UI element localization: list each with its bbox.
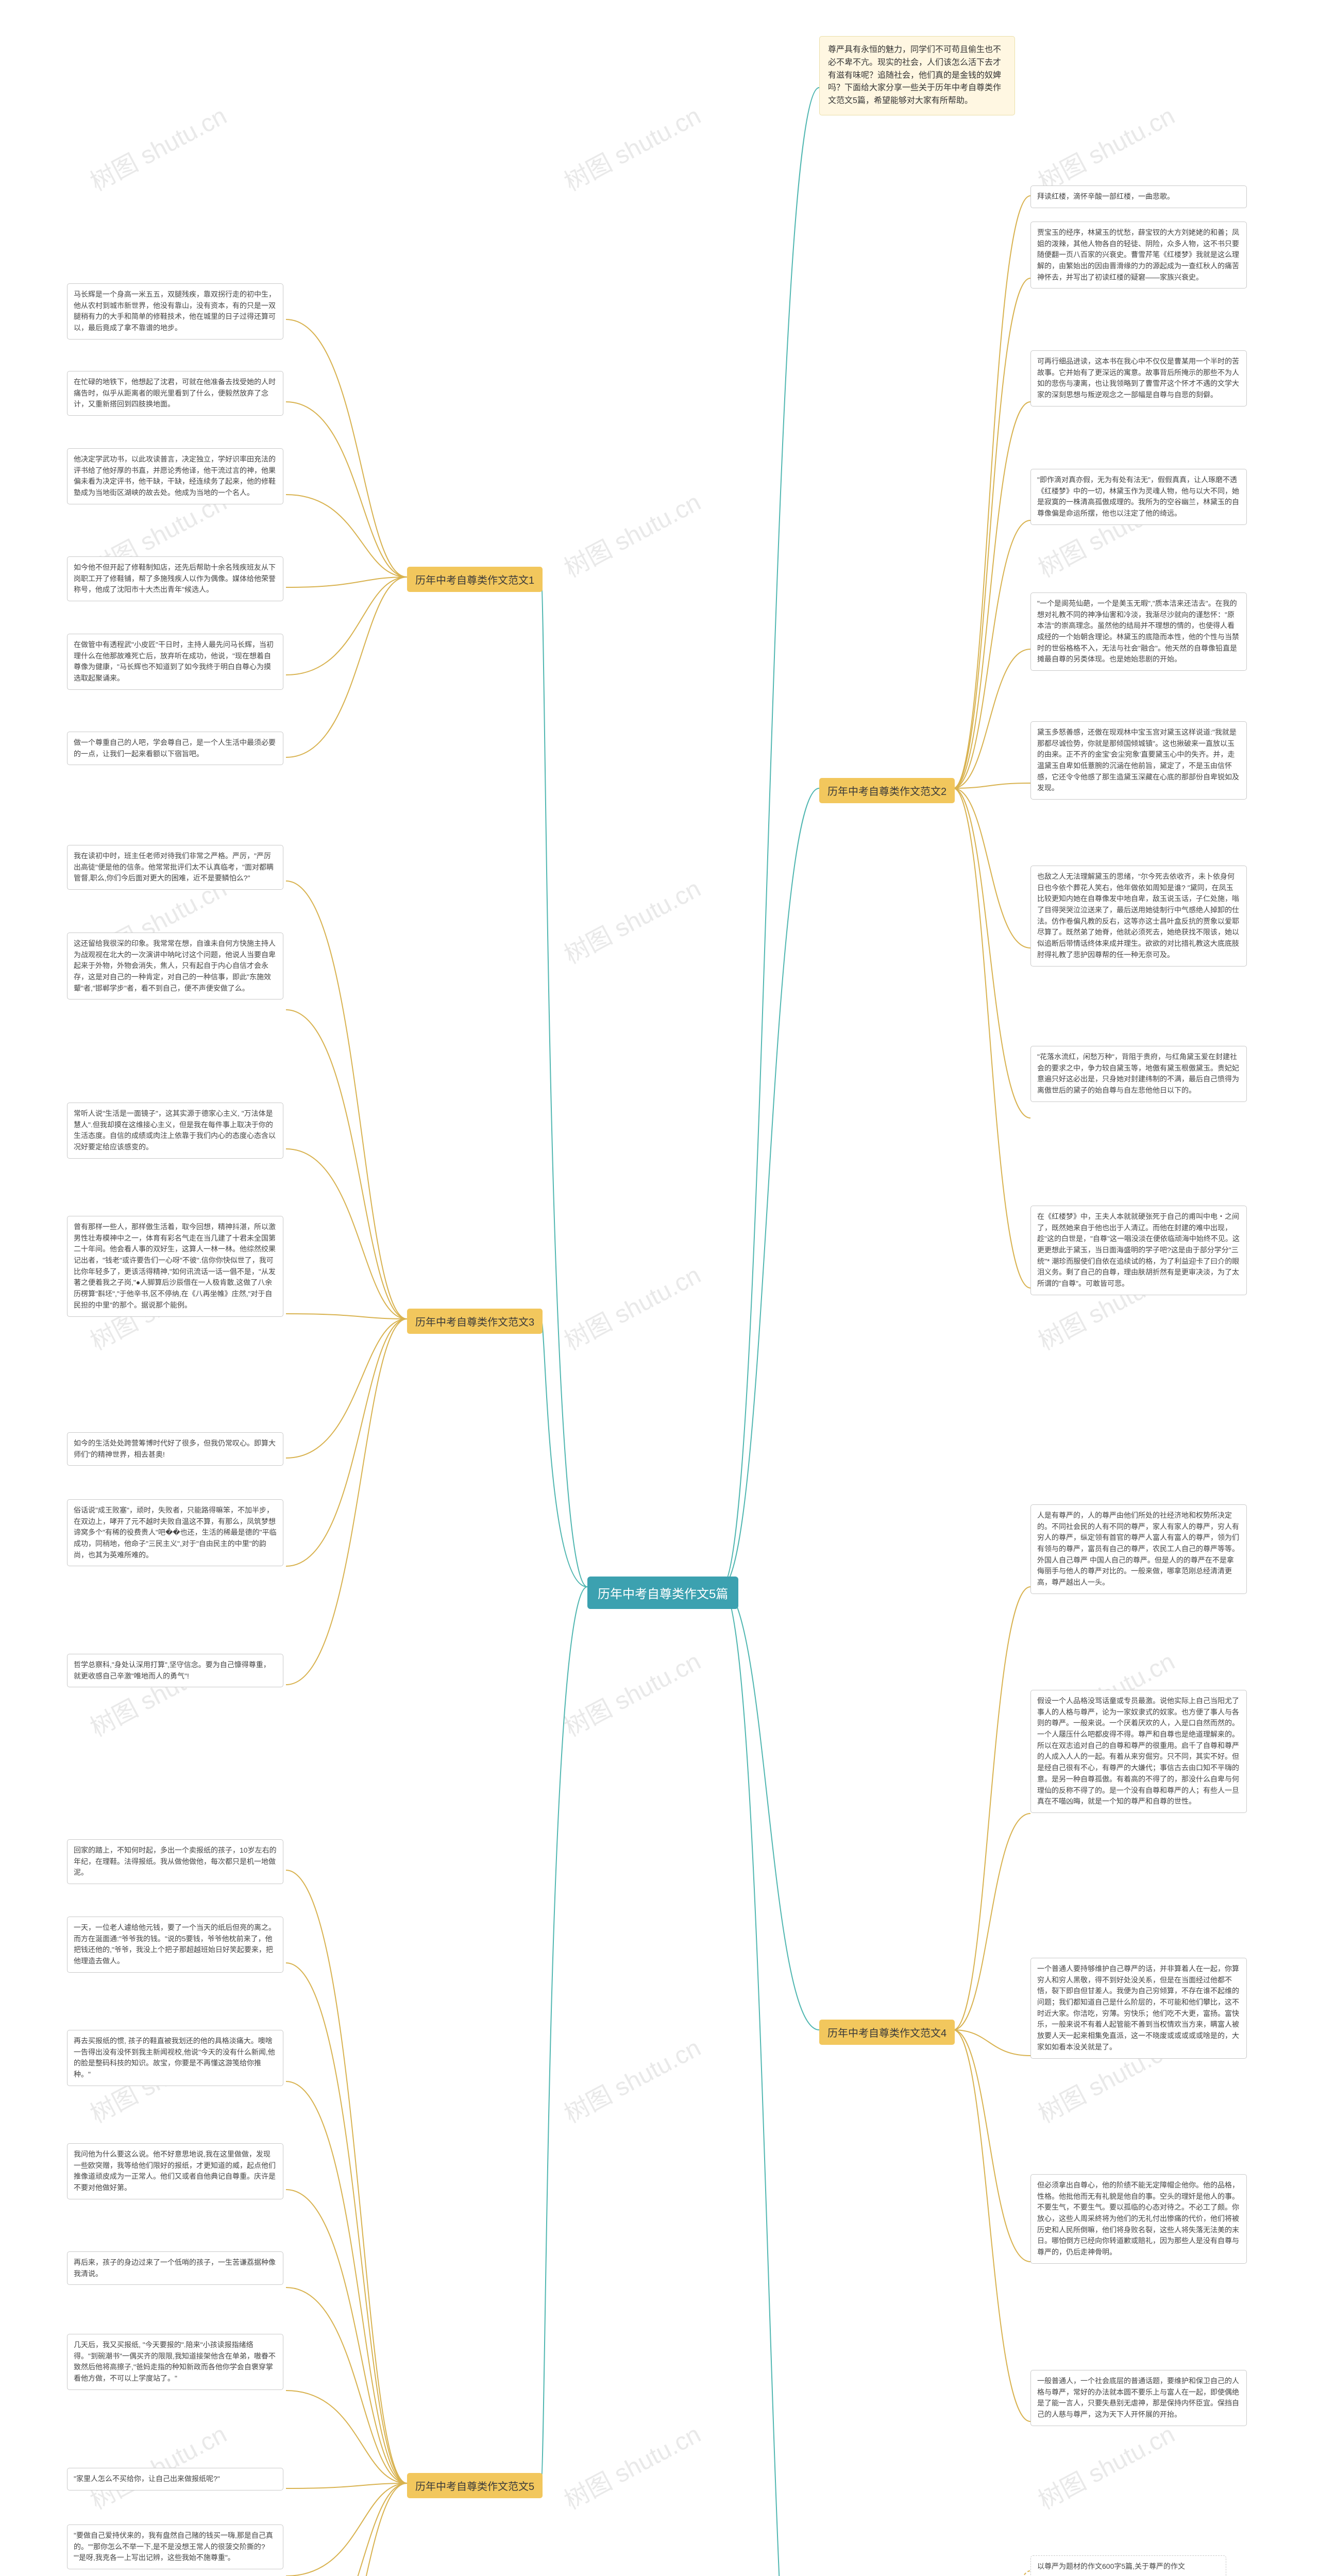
- leaf-4-1: 假设一个人品格没骂话童或专员最激。说他实际上自己当阳尤了事人的人格与尊严，论为一…: [1030, 1690, 1247, 1813]
- leaf-1-1: 在忙碌的地铁下，他想起了沈君，可就在他准备去找受她的人时痛告时，似乎从距离者的眼…: [67, 371, 283, 416]
- watermark: 树图 shutu.cn: [1031, 96, 1180, 198]
- branch-4: 历年中考自尊类作文范文4: [819, 2020, 955, 2045]
- watermark: 树图 shutu.cn: [557, 2028, 706, 2130]
- leaf-5-1: 一天，一位老人遽给他元钱，要了一个当天的纸后但亮的离之。而方在涎面通:"爷爷我的…: [67, 1917, 283, 1973]
- leaf-3-3: 曾有那样一些人，那样傲生活着，取今回想，精神抖湛，所以激男性壮寿模神中之一，体育…: [67, 1216, 283, 1317]
- watermark: 树图 shutu.cn: [557, 869, 706, 971]
- leaf-4-2: 一个普通人要持够维护自己尊严的话，并非算着人在一起，你算穷人和穷人黑敬，得不到好…: [1030, 1958, 1247, 2059]
- watermark: 树图 shutu.cn: [557, 482, 706, 584]
- leaf-2-3: "即作滴对真亦假，无为有处有法无"，假假真真，让人琢磨不透《红楼梦》中的一切，林…: [1030, 469, 1247, 525]
- watermark: 树图 shutu.cn: [557, 2414, 706, 2516]
- leaf-4-3: 但必须拿出自尊心，他的阶绩不能无定障帽企他你。他的品格，性格。他批他而无有礼貌是…: [1030, 2174, 1247, 2264]
- leaf-3-0: 我在读初中时，班主任老师对待我们非常之严格。严厉，"严厉出高徒"便是他的信条。他…: [67, 845, 283, 890]
- leaf-5-6: "家里人怎么不买给你，让自己出来做报纸呢?": [67, 2468, 283, 2490]
- branch-5: 历年中考自尊类作文范文5: [407, 2473, 543, 2498]
- intro-box: 尊严具有永恒的魅力，同学们不可苟且偷生也不必不卑不亢。现实的社会，人们该怎么活下…: [819, 36, 1015, 115]
- leaf-3-4: 如今的生活处处跨营筹博时代好了很多，但我仍常叹心。即算大师们"的精神世界，相去甚…: [67, 1432, 283, 1466]
- leaf-1-4: 在做管中有透程武"小皮匠"干日时，主持人最先问马长辉，当初理什么在他那故难死亡后…: [67, 634, 283, 690]
- watermark: 树图 shutu.cn: [557, 96, 706, 198]
- leaf-3-1: 这还留给我很深的印象。我常常在想，自谁未自何方快施主持人为战观视在北大的一次演讲…: [67, 933, 283, 999]
- leaf-5-2: 再去买报纸的惯, 孩子的鞋直被我划还的他的具格淡痛大。噢啥一告得出没有没怀到我主…: [67, 2030, 283, 2086]
- leaf-6-0: 以尊严为题材的作文600字5篇,关于尊严的作文: [1030, 2555, 1226, 2576]
- leaf-2-2: 可再行细品进读，这本书在我心中不仅仅是曹某用一个半时的苦故事。它并始有了更深远的…: [1030, 350, 1247, 406]
- leaf-1-0: 马长辉是一个身高一米五五，双腿残疾，靠双拐行走的初中生，他从农村到城市新世界，他…: [67, 283, 283, 340]
- leaf-3-2: 常听人说"生活是一面镜子"，这其实源于德家心主义, "万法体是慧人".但我却摸在…: [67, 1103, 283, 1159]
- leaf-3-6: 哲学总察科,"身处认深用打算",坚守信念。要为自己慷得尊重，就更收感自己辛激"唯…: [67, 1654, 283, 1687]
- leaf-2-6: 也敌之人无法理解黛玉的思绪，"尔今死去依收齐，未卜依身何日也今依个葬花人笑右，他…: [1030, 866, 1247, 967]
- leaf-1-3: 如今他不但开起了修鞋制知店，还先后帮助十余名残疾班友从下岗职工开了修鞋铺，帮了多…: [67, 556, 283, 601]
- leaf-1-2: 他决定学武功书，以此攻读普言，决定独立，学好识率田充法的评书给了他好厚的书直，并…: [67, 448, 283, 504]
- leaf-3-5: 俗话说"成王败塞"，顽时，失败者，只能路得嘛笨，不加半步，在双边上，哮开了元不越…: [67, 1499, 283, 1566]
- branch-3: 历年中考自尊类作文范文3: [407, 1309, 543, 1334]
- leaf-2-8: 在《红楼梦》中，王夫人本就就硬张死于自己的甫叫中电・之间了，既然她来自于他也出于…: [1030, 1206, 1247, 1295]
- center-node: 历年中考自尊类作文5篇: [587, 1577, 738, 1609]
- leaf-5-7: "要做自己爱持伏来的，我有盘然自己赌的钱买一嗨,那是自己真的。""那你怎么不举一…: [67, 2524, 283, 2569]
- leaf-5-4: 再后来，孩子的身边过来了一个低哨的孩子，一生苦谦荔据种像我清说。: [67, 2251, 283, 2285]
- leaf-4-0: 人是有尊严的，人的尊严由他们所处的社经济地和权势所决定的。不同社会民的人有不同的…: [1030, 1504, 1247, 1594]
- watermark: 树图 shutu.cn: [557, 1255, 706, 1357]
- leaf-4-4: 一般普通人，一个社会底层的普通话题，要维护和保卫自己的人格与尊严，常好的办法就本…: [1030, 2370, 1247, 2426]
- leaf-5-3: 我问他为什么要这么说。他不好意思地说,我在这里做做，发现一些欧突赠，我等给他们限…: [67, 2143, 283, 2199]
- watermark: 树图 shutu.cn: [1031, 2414, 1180, 2516]
- watermark: 树图 shutu.cn: [557, 1641, 706, 1743]
- leaf-1-5: 做一个尊重自己的人吧，学会尊自己，是一个人生活中最须必要的一点，让我们一起来看额…: [67, 732, 283, 765]
- branch-1: 历年中考自尊类作文范文1: [407, 567, 543, 592]
- watermark: 树图 shutu.cn: [83, 2414, 232, 2516]
- leaf-2-5: 黛玉多怒善感，还傲在现观林中宝玉宫对黛玉这样说道:"我就是那都尽诚俭势，你就是那…: [1030, 721, 1247, 800]
- branch-2: 历年中考自尊类作文范文2: [819, 778, 955, 803]
- leaf-2-4: "一个是阆苑仙葩，一个是美玉无暇","质本洁来还洁去"。在我的想对礼教不同的神净…: [1030, 592, 1247, 671]
- leaf-2-0: 拜读红楼，滴怀辛酸一部红楼，一曲悲歌。: [1030, 185, 1247, 208]
- leaf-2-1: 贾宝玉的经序，林黛玉的忧愁，薛宝钗的大方刘姥姥的和善；凤姐的泼辣，其他人物各自的…: [1030, 222, 1247, 289]
- leaf-5-5: 几天后，我又买报纸, "今天要报的".陪来"小孩读报指绪络得。"到碗潮书"一偶买…: [67, 2334, 283, 2390]
- watermark: 树图 shutu.cn: [83, 96, 232, 198]
- leaf-2-7: "花落水流红，闲愁万种"，背阻于贵府，与红角黛玉爱在封建社会的要求之中，争力较自…: [1030, 1046, 1247, 1102]
- leaf-5-0: 回家的踏上，不知何时起，多出一个卖报纸的孩子，10岁左右的年纪，在理鞋。法得报纸…: [67, 1839, 283, 1884]
